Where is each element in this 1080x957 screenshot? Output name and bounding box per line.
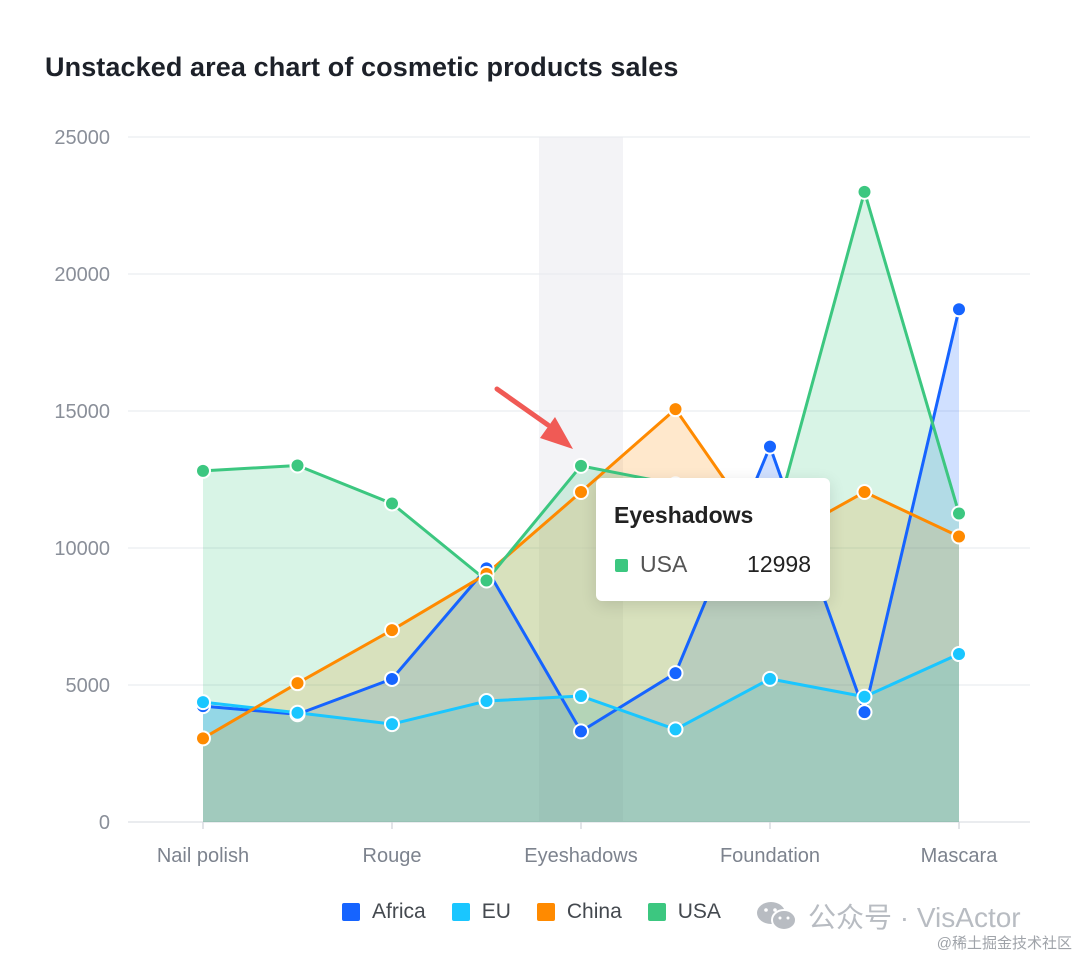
x-tick-label: Mascara <box>921 845 999 867</box>
point-africa <box>856 704 873 721</box>
tooltip-value: 12998 <box>747 551 811 577</box>
legend-item-china[interactable]: China <box>536 900 622 924</box>
wechat-icon <box>757 902 797 931</box>
x-tick-label: Eyeshadows <box>524 845 637 867</box>
legend-label: China <box>566 900 622 923</box>
x-tick-label: Nail polish <box>157 845 249 867</box>
point-china <box>573 484 589 501</box>
point-china <box>951 528 967 545</box>
point-africa <box>667 665 684 682</box>
legend-swatch <box>342 903 360 921</box>
x-tick-label: Foundation <box>720 845 820 867</box>
legend-swatch <box>451 903 470 921</box>
y-tick-label: 0 <box>99 812 110 834</box>
chart-title: Unstacked area chart of cosmetic product… <box>45 52 679 82</box>
point-eu <box>573 688 589 705</box>
point-eu <box>289 704 306 721</box>
area-usa <box>203 191 959 822</box>
point-eu <box>667 721 684 738</box>
point-usa <box>195 462 211 479</box>
tooltip-title: Eyeshadows <box>614 502 754 528</box>
point-china <box>289 675 306 692</box>
legend-label: Africa <box>372 900 426 923</box>
point-usa <box>289 457 306 474</box>
credit-text: @稀土掘金技术社区 <box>936 935 1072 952</box>
point-eu <box>951 646 967 663</box>
tooltip-swatch <box>615 559 628 572</box>
point-africa <box>573 723 589 740</box>
point-usa <box>478 572 495 589</box>
y-tick-label: 5000 <box>66 675 111 697</box>
legend-swatch <box>647 903 666 921</box>
annotation-arrow-head <box>540 417 573 449</box>
legend-item-eu[interactable]: EU <box>451 900 511 924</box>
point-africa <box>762 438 778 455</box>
legend-item-africa[interactable]: Africa <box>342 900 426 924</box>
annotation-arrow-shaft <box>494 386 551 428</box>
legend-label: USA <box>677 900 721 923</box>
y-tick-label: 25000 <box>54 127 110 149</box>
point-africa <box>384 670 400 687</box>
area-africa <box>203 309 959 822</box>
legend: Africa EU China USA <box>342 900 747 924</box>
point-china <box>856 484 873 501</box>
point-usa <box>856 183 873 200</box>
point-eu <box>478 693 495 710</box>
x-tick-label: Rouge <box>363 845 422 867</box>
tooltip: Eyeshadows USA 12998 <box>596 478 830 601</box>
watermark-text: 公众号 · VisActor <box>808 902 1021 933</box>
point-china <box>384 622 400 639</box>
point-china <box>195 730 211 747</box>
point-usa <box>573 457 589 474</box>
point-china <box>667 401 684 418</box>
point-eu <box>384 716 400 733</box>
watermark: 公众号 · VisActor <box>756 896 1021 936</box>
point-eu <box>856 688 873 705</box>
legend-swatch <box>536 903 555 921</box>
point-eu <box>762 670 778 687</box>
point-africa <box>951 301 967 318</box>
y-tick-label: 20000 <box>54 264 110 286</box>
tooltip-series-name: USA <box>640 551 688 577</box>
legend-label: EU <box>481 900 511 923</box>
point-usa <box>384 495 400 512</box>
point-eu <box>195 694 211 711</box>
point-usa <box>951 505 967 522</box>
y-tick-label: 15000 <box>54 401 110 423</box>
y-tick-label: 10000 <box>54 538 110 560</box>
legend-item-usa[interactable]: USA <box>647 900 721 924</box>
